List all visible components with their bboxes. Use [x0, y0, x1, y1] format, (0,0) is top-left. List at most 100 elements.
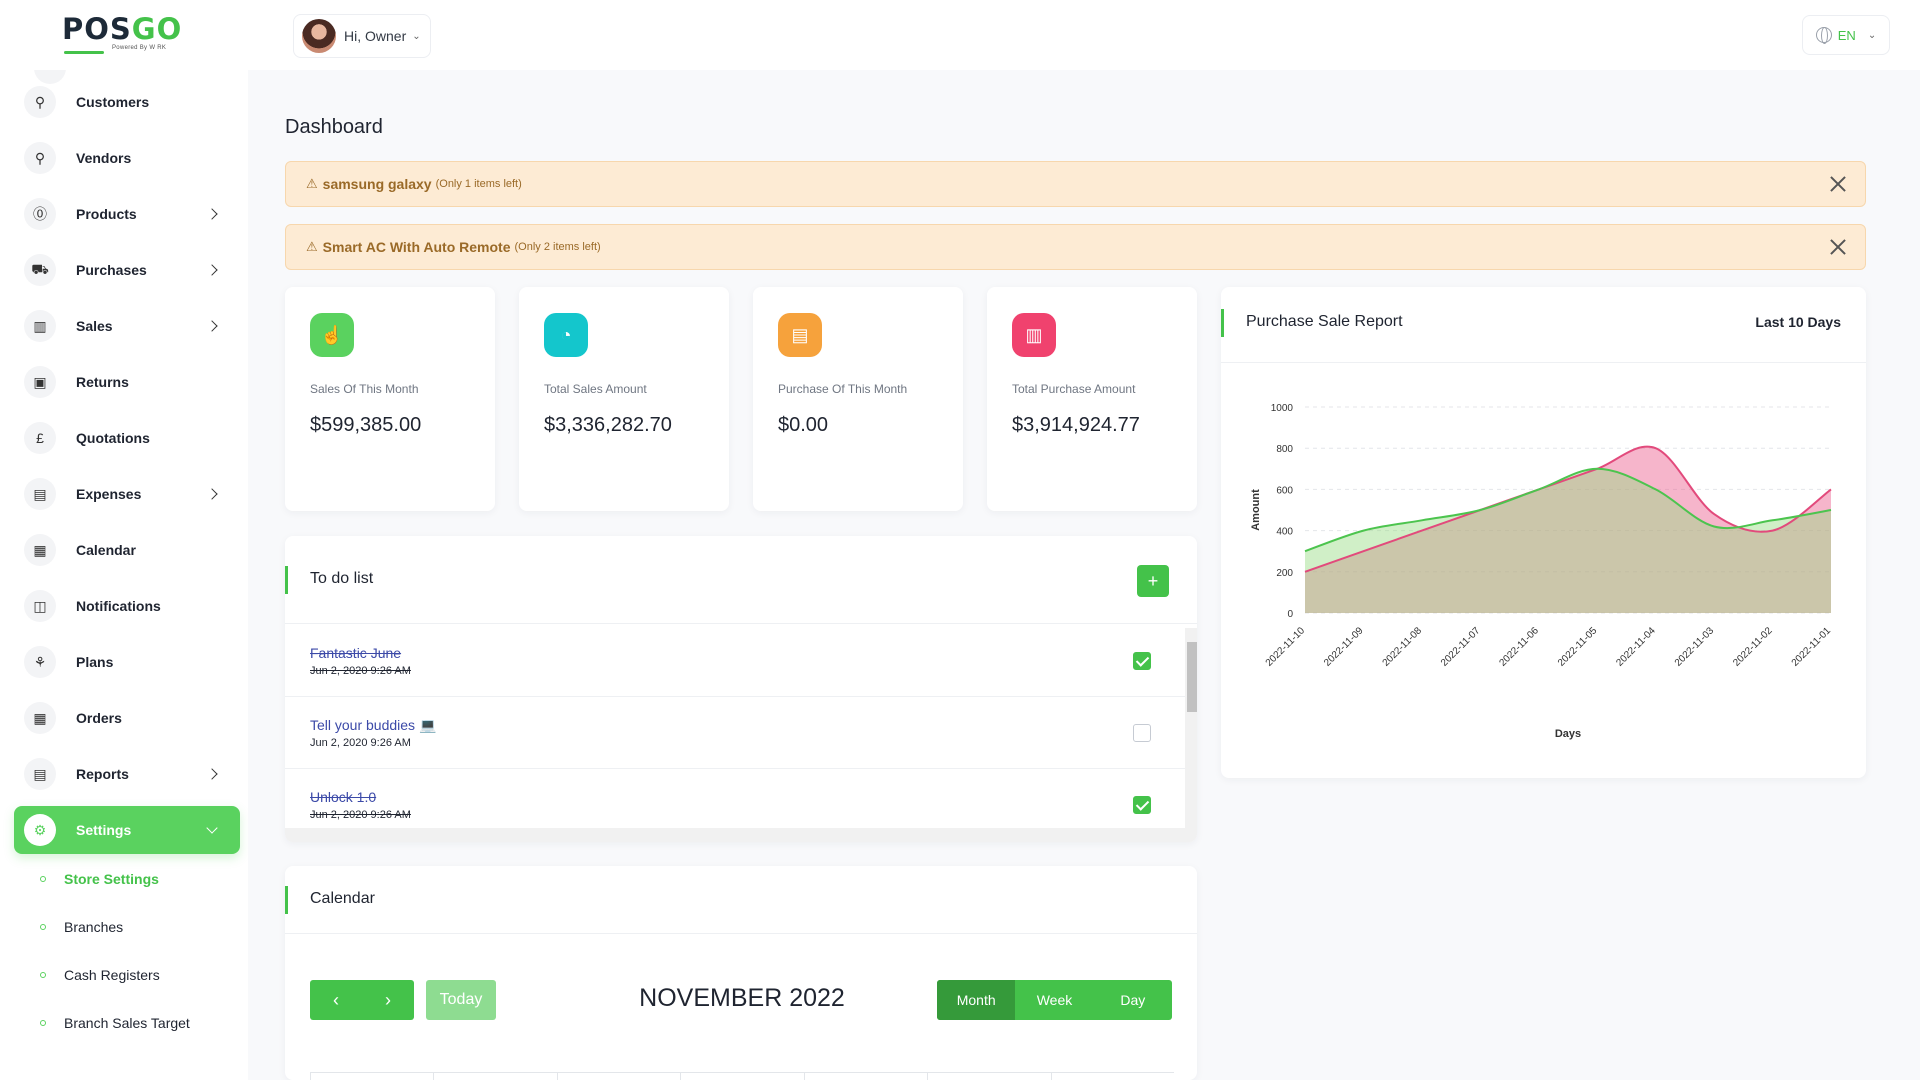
- todo-item: Tell your buddies 💻 Jun 2, 2020 9:26 AM: [285, 697, 1185, 769]
- stat-label: Sales Of This Month: [310, 382, 419, 396]
- todo-checkbox[interactable]: [1133, 724, 1151, 742]
- language-selector[interactable]: EN ⌄: [1802, 15, 1890, 55]
- sidebar: ⚲ Customers ⚲ Vendors ⓪ Products ⛟ Purchases ▥ Sa…: [0, 70, 248, 1080]
- calendar-nav-group: ‹ ›: [310, 980, 414, 1020]
- alert-stock-note: (Only 2 items left): [514, 241, 601, 253]
- y-tick-label: 1000: [1271, 403, 1294, 414]
- sidebar-item-notifications[interactable]: ◫ Notifications: [14, 582, 240, 630]
- low-stock-alert: ⚠ samsung galaxy (Only 1 items left): [285, 161, 1866, 207]
- user-greeting: Hi, Owner: [344, 28, 407, 44]
- sidebar-item-orders[interactable]: ▦ Orders: [14, 694, 240, 742]
- calendar-icon: ▦: [24, 534, 56, 566]
- chevron-down-icon: [206, 822, 218, 834]
- sidebar-item-label: Plans: [76, 654, 114, 670]
- y-tick-label: 600: [1276, 485, 1293, 496]
- sidebar-subitem-label: Branch Sales Target: [64, 1015, 190, 1031]
- stat-value: $3,336,282.70: [544, 414, 672, 436]
- sidebar-item-label: Purchases: [76, 262, 147, 278]
- stat-label: Purchase Of This Month: [778, 382, 908, 396]
- sidebar-item-label: Orders: [76, 710, 122, 726]
- report-range-label[interactable]: Last 10 Days: [1755, 314, 1841, 330]
- logo-text: POSGO: [62, 12, 183, 46]
- sidebar-item-plans[interactable]: ⚘ Plans: [14, 638, 240, 686]
- dashboard-icon[interactable]: [34, 70, 66, 84]
- calendar-grid: [310, 1072, 1174, 1080]
- sidebar-item-expenses[interactable]: ▤ Expenses: [14, 470, 240, 518]
- todo-item-date: Jun 2, 2020 9:26 AM: [310, 665, 411, 677]
- sidebar-item-returns[interactable]: ▣ Returns: [14, 358, 240, 406]
- report-header: Purchase Sale Report Last 10 Days: [1221, 287, 1866, 363]
- logo[interactable]: POSGO Powered By W RK: [62, 14, 192, 56]
- sidebar-subitem-label: Cash Registers: [64, 967, 160, 983]
- x-axis-title: Days: [1555, 728, 1581, 740]
- todo-item-date: Jun 2, 2020 9:26 AM: [310, 737, 411, 749]
- close-icon[interactable]: [1827, 173, 1849, 195]
- sidebar-item-calendar[interactable]: ▦ Calendar: [14, 526, 240, 574]
- stat-label: Total Sales Amount: [544, 382, 647, 396]
- sidebar-subitem-branches[interactable]: Branches: [40, 912, 123, 942]
- add-todo-button[interactable]: +: [1137, 565, 1169, 597]
- warning-icon: ⚠: [306, 176, 318, 191]
- close-icon[interactable]: [1827, 236, 1849, 258]
- view-day-button[interactable]: Day: [1120, 992, 1146, 1008]
- calendar-next-button[interactable]: ›: [385, 989, 391, 1010]
- alert-product-name: samsung galaxy: [322, 176, 432, 192]
- todo-header: To do list +: [285, 536, 1197, 624]
- x-tick-label: 2022-11-02: [1731, 625, 1775, 669]
- todo-horizontal-scrollbar[interactable]: [285, 828, 1197, 842]
- sidebar-item-purchases[interactable]: ⛟ Purchases: [14, 246, 240, 294]
- alert-stock-note: (Only 1 items left): [435, 178, 522, 190]
- sidebar-item-sales[interactable]: ▥ Sales: [14, 302, 240, 350]
- sidebar-item-quotations[interactable]: £ Quotations: [14, 414, 240, 462]
- calendar-column: [310, 1073, 433, 1080]
- sidebar-item-label: Reports: [76, 766, 129, 782]
- bullet-icon: [40, 972, 46, 978]
- sidebar-item-settings[interactable]: ⚙ Settings: [14, 806, 240, 854]
- report-icon: ▤: [24, 758, 56, 790]
- series-area-1: [1305, 468, 1831, 613]
- sidebar-item-vendors[interactable]: ⚲ Vendors: [14, 134, 240, 182]
- chevron-right-icon: [206, 208, 218, 220]
- chevron-down-icon: ⌄: [412, 30, 421, 42]
- alert-product-name: Smart AC With Auto Remote: [322, 239, 511, 255]
- avatar: [302, 19, 336, 53]
- chevron-right-icon: [206, 264, 218, 276]
- todo-item-title: Unlock 1.0: [310, 789, 377, 805]
- scrollbar-thumb[interactable]: [1187, 642, 1197, 712]
- language-label: EN: [1837, 27, 1856, 43]
- stat-label: Total Purchase Amount: [1012, 382, 1136, 396]
- x-tick-label: 2022-11-06: [1497, 625, 1541, 669]
- view-month-button[interactable]: Month: [937, 980, 1016, 1020]
- todo-checkbox[interactable]: [1133, 652, 1151, 670]
- stat-value: $599,385.00: [310, 414, 422, 436]
- user-menu-button[interactable]: Hi, Owner ⌄: [293, 14, 431, 58]
- todo-item-title: Fantastic June: [310, 645, 402, 661]
- sidebar-subitem-store-settings[interactable]: Store Settings: [40, 864, 159, 894]
- sidebar-item-products[interactable]: ⓪ Products: [14, 190, 240, 238]
- sidebar-item-label: Products: [76, 206, 137, 222]
- calendar-today-button[interactable]: Today: [426, 980, 496, 1020]
- todo-item: Fantastic June Jun 2, 2020 9:26 AM: [285, 625, 1185, 697]
- stat-card-sales-month: ☝ Sales Of This Month $599,385.00: [285, 287, 495, 511]
- x-tick-label: 2022-11-01: [1790, 625, 1834, 669]
- calendar-month-label: NOVEMBER 2022: [639, 984, 845, 1012]
- stat-card-purchase-month: ▤ Purchase Of This Month $0.00: [753, 287, 963, 511]
- warning-icon: ⚠: [306, 239, 318, 254]
- sidebar-item-reports[interactable]: ▤ Reports: [14, 750, 240, 798]
- bar-chart-icon: ▥: [1012, 313, 1056, 357]
- todo-title: To do list: [310, 570, 374, 587]
- calendar-card: Calendar ‹ › Today NOVEMBER 2022 Month W…: [285, 866, 1197, 1080]
- purchase-sale-chart: 0 200 400 600 800 1000 2022-11-10 2022-11-09 202…: [1250, 403, 1834, 740]
- sidebar-subitem-branch-sales-target[interactable]: Branch Sales Target: [40, 1008, 190, 1038]
- todo-checkbox[interactable]: [1133, 796, 1151, 814]
- x-tick-label: 2022-11-05: [1556, 625, 1600, 669]
- sidebar-item-customers[interactable]: ⚲ Customers: [14, 78, 240, 126]
- calendar-prev-button[interactable]: ‹: [333, 989, 339, 1010]
- view-week-button[interactable]: Week: [1036, 992, 1073, 1008]
- x-tick-label: 2022-11-07: [1439, 625, 1483, 669]
- sidebar-subitem-cash-registers[interactable]: Cash Registers: [40, 960, 160, 990]
- sidebar-item-label: Sales: [76, 318, 113, 334]
- report-title: Purchase Sale Report: [1246, 313, 1403, 330]
- pound-icon: £: [24, 422, 56, 454]
- todo-scrollbar[interactable]: [1185, 628, 1197, 828]
